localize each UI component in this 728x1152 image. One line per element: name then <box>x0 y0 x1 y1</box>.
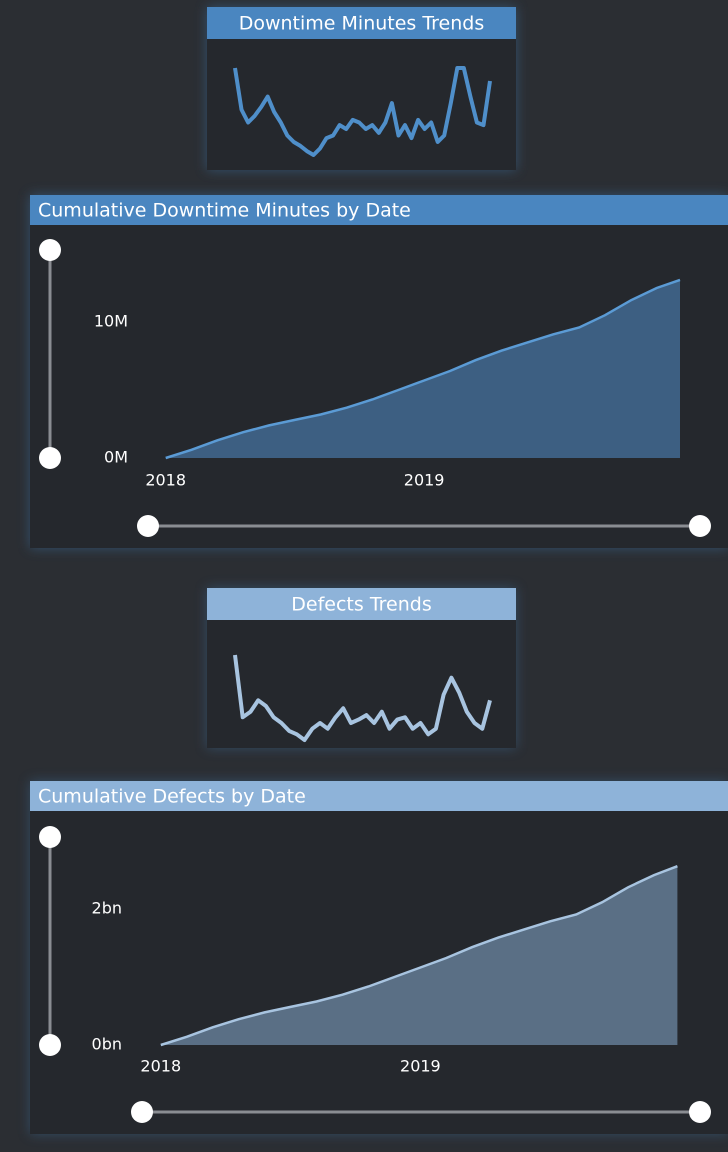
sliders <box>39 239 711 1123</box>
x-tick-label: 2019 <box>404 471 445 490</box>
sparkline <box>233 654 492 742</box>
charts: Downtime Minutes Trends Cumulative Downti… <box>30 7 728 1076</box>
y-tick-label: 2bn <box>92 899 122 918</box>
y-tick-label: 0bn <box>92 1035 122 1054</box>
slider-handle[interactable] <box>39 447 61 469</box>
header <box>207 7 516 39</box>
slider-handle[interactable] <box>137 515 159 537</box>
y-tick-label: 0M <box>104 448 128 467</box>
slider-handle[interactable] <box>689 1101 711 1123</box>
x-tick-label: 2018 <box>140 1057 181 1076</box>
area-line <box>160 865 678 1047</box>
chart-title: Downtime Minutes Trends <box>239 13 485 35</box>
slider-handle[interactable] <box>39 239 61 261</box>
x-tick-label: 2019 <box>400 1057 441 1076</box>
sparkline <box>233 66 492 157</box>
area <box>160 866 678 1045</box>
area <box>165 279 680 458</box>
slider-handle[interactable] <box>689 515 711 537</box>
y-tick-label: 10M <box>94 312 128 331</box>
header <box>30 195 728 225</box>
x-tick-label: 2018 <box>145 471 186 490</box>
area-line <box>165 278 681 460</box>
header <box>30 781 728 811</box>
slider-handle[interactable] <box>39 826 61 848</box>
chart-title: Cumulative Downtime Minutes by Date <box>38 200 411 222</box>
chart-title: Cumulative Defects by Date <box>38 786 306 808</box>
slider-handle[interactable] <box>39 1034 61 1056</box>
header <box>207 588 516 620</box>
chart-title: Defects Trends <box>291 594 431 616</box>
slider-handle[interactable] <box>131 1101 153 1123</box>
